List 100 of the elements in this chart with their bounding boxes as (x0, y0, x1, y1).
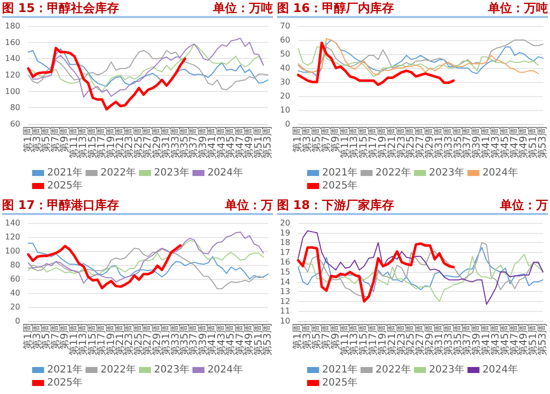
chart-title: 图 17：甲醇港口库存 (2, 196, 119, 214)
text: 单位：万吨 (488, 0, 548, 16)
legend-label: 2023年 (429, 166, 464, 178)
x-tick-label: 第31周 (432, 126, 445, 159)
x-tick-label: 第15周 (86, 126, 98, 159)
x-tick-label: 第21周 (386, 323, 398, 356)
chart-title: 图 16：甲醇厂内库存 (277, 0, 394, 16)
legend-label: 2022年 (376, 166, 412, 178)
legend-label: 2022年 (100, 364, 136, 376)
x-tick-label: 第39周 (196, 323, 209, 356)
x-tick-label: 第29周 (150, 323, 163, 356)
x-tick-label: 第11周 (338, 126, 351, 159)
x-tick-label: 第21周 (386, 126, 398, 159)
y-tick-label: 40 (10, 288, 20, 298)
x-tick-label: 第7周 (320, 323, 332, 350)
x-tick-label: 第11周 (338, 323, 351, 356)
legend-label: 2022年 (376, 364, 412, 376)
y-tick-label: 19 (280, 228, 290, 238)
x-tick-label: 第7周 (320, 126, 332, 152)
x-tick-label: 第31周 (432, 323, 445, 356)
y-tick-label: 120 (4, 232, 20, 242)
y-tick-label: 60 (10, 274, 20, 284)
y-tick-label: 100 (4, 86, 20, 96)
legend-label: 2023年 (154, 364, 190, 376)
x-tick-label: 第35周 (452, 126, 464, 159)
y-tick-label: 0 (285, 120, 290, 128)
legend-label: 2024年 (482, 166, 518, 178)
x-tick-label: 第7周 (49, 126, 62, 152)
y-tick-label: 140 (4, 54, 20, 64)
line-series (298, 254, 544, 302)
legend-label: 2021年 (322, 364, 358, 376)
y-tick-label: 60 (10, 120, 20, 128)
line-series (28, 232, 264, 284)
legend-label: 2023年 (429, 364, 464, 376)
x-tick-label: 第15周 (86, 323, 98, 356)
legend-label: 2024年 (207, 364, 243, 376)
x-tick-label: 第53周 (262, 323, 274, 356)
x-tick-label: 第47周 (508, 323, 520, 356)
legend-label: 2025年 (322, 376, 358, 388)
line-series (27, 46, 186, 111)
y-tick-label: 0 (15, 316, 20, 326)
y-tick-label: 120 (4, 70, 20, 80)
text: 单位：万 (225, 196, 273, 214)
y-tick-label: 30 (280, 78, 290, 86)
y-tick-label: 20 (280, 218, 290, 228)
y-tick-label: 160 (4, 38, 20, 47)
x-tick-label: 第47周 (234, 323, 246, 356)
x-tick-label: 第11周 (68, 126, 80, 159)
x-tick-label: 第11周 (68, 323, 80, 356)
legend-label: 2023年 (154, 166, 190, 178)
text: 单位：万 (500, 196, 548, 214)
x-tick-label: 第9周 (329, 323, 342, 350)
legend-label: 2021年 (47, 166, 83, 178)
y-tick-label: 50 (280, 50, 290, 58)
x-tick-label: 第47周 (508, 126, 520, 159)
legend-label: 2025年 (47, 180, 83, 192)
y-tick-label: 80 (10, 260, 20, 270)
line-series (296, 42, 455, 86)
x-tick-label: 第39周 (196, 126, 209, 159)
y-tick-label: 15 (280, 268, 290, 276)
x-tick-label: 第33周 (442, 126, 454, 159)
x-tick-label: 第25周 (132, 323, 144, 356)
line-series (27, 244, 182, 290)
x-tick-label: 第43周 (215, 126, 228, 159)
x-tick-label: 第23周 (395, 126, 408, 159)
x-tick-label: 第33周 (442, 323, 454, 356)
x-tick-label: 第9周 (329, 126, 342, 152)
legend-label: 2021年 (47, 364, 83, 376)
y-tick-label: 80 (10, 103, 20, 112)
chart-title: 图 15：甲醇社会库存 (2, 0, 119, 16)
y-tick-label: 140 (4, 218, 20, 228)
line-series (28, 248, 264, 290)
x-tick-label: 第43周 (215, 323, 228, 356)
x-tick-label: 第7周 (49, 323, 62, 350)
x-tick-label: 第43周 (489, 126, 502, 159)
legend-label: 2025年 (322, 180, 358, 192)
y-tick-label: 40 (280, 64, 290, 72)
x-tick-label: 第33周 (169, 323, 182, 356)
y-tick-label: 10 (280, 316, 290, 326)
y-tick-label: 13 (280, 287, 290, 296)
x-tick-label: 第53周 (536, 126, 548, 159)
line-series (296, 242, 455, 303)
x-tick-label: 第45周 (498, 126, 511, 159)
x-tick-label: 第19周 (376, 126, 388, 159)
x-tick-label: 第19周 (376, 323, 388, 356)
legend-label: 2024年 (207, 166, 243, 178)
y-tick-label: 10 (280, 106, 290, 114)
legend-label: 2025年 (47, 376, 83, 388)
x-tick-label: 第51周 (252, 323, 264, 356)
text: 单位：万吨 (213, 0, 273, 16)
x-tick-label: 第47周 (234, 126, 246, 159)
y-tick-label: 60 (280, 36, 290, 44)
x-tick-label: 第45周 (498, 323, 511, 356)
x-tick-label: 第53周 (536, 323, 548, 356)
legend-label: 2024年 (482, 364, 518, 376)
x-tick-label: 第35周 (452, 323, 464, 356)
legend-label: 2021年 (322, 166, 358, 178)
y-tick-label: 70 (280, 22, 290, 30)
y-tick-label: 180 (4, 22, 20, 30)
y-tick-label: 17 (280, 248, 290, 257)
